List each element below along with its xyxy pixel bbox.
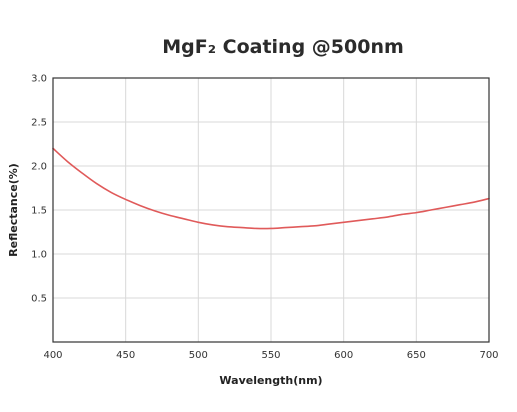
y-tick-label: 2.0 — [31, 162, 47, 173]
reflectance-series-line — [52, 147, 490, 230]
x-tick-label: 700 — [479, 350, 498, 361]
y-axis-ticks: 0.5 1.0 1.5 2.0 2.5 3.0 — [31, 74, 47, 305]
y-axis-label: Reflectance(%) — [7, 163, 20, 257]
y-tick-label: 1.5 — [31, 206, 47, 217]
y-tick-label: 2.5 — [31, 118, 47, 129]
x-axis-ticks: 400 450 500 550 600 650 700 — [43, 350, 498, 361]
x-tick-label: 650 — [407, 350, 426, 361]
chart-title: MgF₂ Coating @500nm — [162, 36, 404, 58]
x-tick-label: 450 — [116, 350, 135, 361]
plot-frame — [52, 77, 490, 343]
x-tick-label: 500 — [189, 350, 208, 361]
y-tick-label: 0.5 — [31, 294, 47, 305]
x-tick-label: 600 — [334, 350, 353, 361]
grid-lines — [53, 78, 489, 342]
y-tick-label: 1.0 — [31, 250, 47, 261]
series-group — [52, 147, 490, 230]
x-tick-label: 400 — [43, 350, 62, 361]
x-axis-label: Wavelength(nm) — [219, 374, 322, 387]
x-tick-label: 550 — [261, 350, 280, 361]
y-tick-label: 3.0 — [31, 74, 47, 85]
